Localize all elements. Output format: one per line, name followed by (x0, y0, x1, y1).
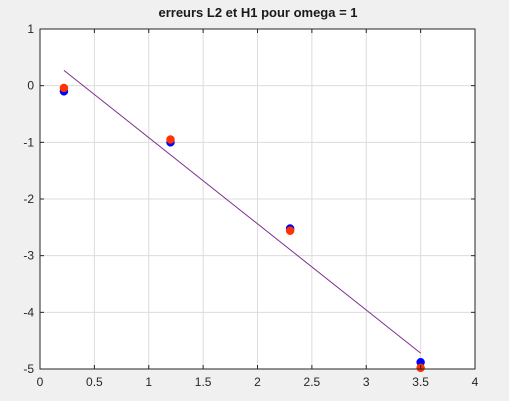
ticks: 0 0.5 1 1.5 2 2.5 3 3.5 4 1 0 -1 -2 -3 -4 -5 (23, 22, 478, 389)
x-tick-label: 2.5 (304, 375, 321, 389)
point-red (285, 226, 295, 235)
x-tick-label: 3 (363, 375, 370, 389)
chart-title: erreurs L2 et H1 pour omega = 1 (158, 5, 357, 20)
y-tick-label: -2 (23, 192, 34, 206)
y-tick-label: -5 (23, 362, 34, 376)
data-layer (59, 69, 425, 373)
x-tick-label: 1 (145, 375, 152, 389)
y-tick-label: 1 (27, 22, 34, 36)
y-tick-label: -3 (23, 249, 34, 263)
y-tick-label: 0 (27, 79, 34, 93)
x-tick-label: 0 (37, 375, 44, 389)
point-red (59, 83, 69, 93)
y-tick-label: -4 (23, 305, 34, 319)
x-tick-label: 0.5 (86, 375, 103, 389)
x-tick-label: 3.5 (412, 375, 429, 389)
y-tick-label: -1 (23, 135, 34, 149)
x-tick-label: 4 (472, 375, 479, 389)
x-tick-label: 2 (254, 375, 261, 389)
fit-line (63, 69, 421, 354)
point-red (166, 135, 175, 144)
x-tick-label: 1.5 (195, 375, 212, 389)
